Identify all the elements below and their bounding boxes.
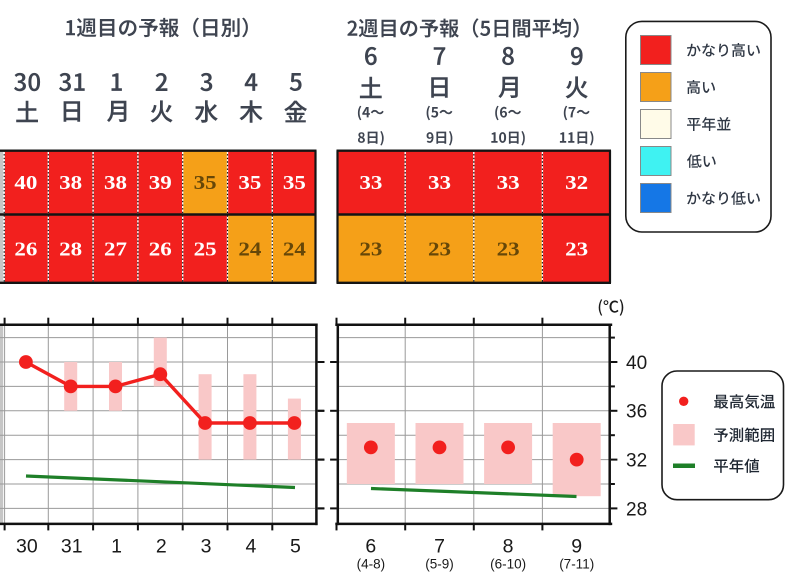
svg-text:24: 24 — [283, 239, 306, 261]
svg-text:25: 25 — [194, 239, 217, 261]
svg-text:(7-11): (7-11) — [559, 556, 594, 571]
svg-text:1: 1 — [111, 536, 122, 558]
svg-text:3: 3 — [201, 536, 212, 558]
svg-text:33: 33 — [497, 172, 520, 194]
svg-text:7: 7 — [434, 536, 445, 558]
svg-text:33: 33 — [428, 172, 451, 194]
svg-text:33: 33 — [359, 172, 382, 194]
svg-text:6: 6 — [365, 536, 376, 558]
svg-text:31: 31 — [61, 536, 83, 558]
svg-text:35: 35 — [238, 172, 261, 194]
svg-text:35: 35 — [283, 172, 306, 194]
svg-text:8: 8 — [503, 536, 514, 558]
svg-text:32: 32 — [626, 451, 647, 472]
svg-text:36: 36 — [626, 402, 647, 423]
svg-text:38: 38 — [59, 172, 82, 194]
svg-text:28: 28 — [626, 499, 647, 520]
svg-text:(4-8): (4-8) — [357, 556, 386, 571]
svg-text:(5-9): (5-9) — [425, 556, 454, 571]
svg-text:9: 9 — [571, 536, 582, 558]
svg-text:27: 27 — [104, 239, 127, 261]
svg-text:23: 23 — [565, 239, 588, 261]
svg-text:5: 5 — [290, 536, 301, 558]
svg-text:23: 23 — [428, 239, 451, 261]
svg-text:40: 40 — [14, 172, 37, 194]
svg-text:(6-10): (6-10) — [490, 556, 526, 571]
svg-text:28: 28 — [59, 239, 82, 261]
svg-text:40: 40 — [626, 353, 647, 374]
svg-text:2: 2 — [156, 536, 167, 558]
svg-text:4: 4 — [245, 536, 256, 558]
svg-text:23: 23 — [497, 239, 520, 261]
svg-text:39: 39 — [149, 172, 172, 194]
svg-text:24: 24 — [238, 239, 261, 261]
svg-text:23: 23 — [359, 239, 382, 261]
svg-text:26: 26 — [14, 239, 37, 261]
svg-text:35: 35 — [194, 172, 217, 194]
svg-text:32: 32 — [565, 172, 588, 194]
svg-text:30: 30 — [16, 536, 38, 558]
svg-text:26: 26 — [149, 239, 172, 261]
svg-text:38: 38 — [104, 172, 127, 194]
